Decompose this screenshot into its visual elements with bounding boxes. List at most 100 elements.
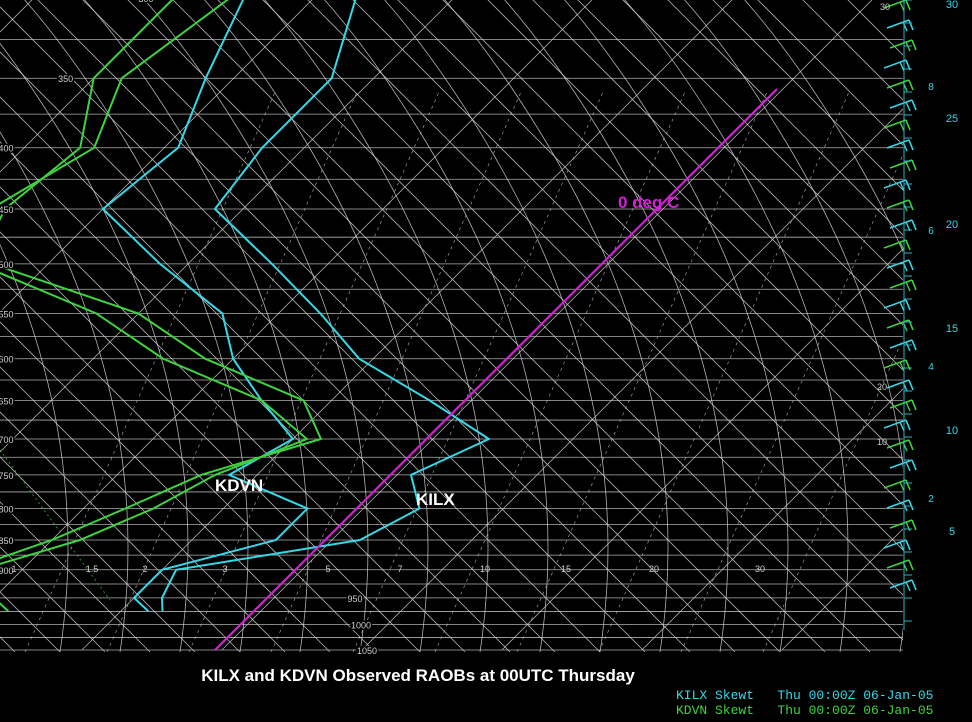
wind-barb-staff — [883, 239, 907, 249]
mixing-ratio-label: 20 — [649, 564, 659, 574]
dotted-guide-line — [0, 449, 111, 601]
legend-kdvn: KDVN Skewt Thu 00:00Z 06-Jan-05 — [676, 703, 934, 718]
wind-barb-flag — [911, 399, 917, 411]
wind-barb-flag — [905, 539, 911, 551]
wind-barb — [883, 539, 911, 552]
dry-adiabat-line — [802, 0, 903, 101]
wind-barbs-layer — [883, 0, 917, 592]
wind-barb-staff — [883, 59, 907, 69]
wind-barb-flag — [899, 481, 905, 492]
moist-adiabat-line — [0, 243, 69, 652]
wind-barb — [886, 79, 914, 92]
wind-barb-flag — [911, 99, 917, 111]
wind-barb-flag — [899, 61, 905, 72]
wind-barb-flag — [905, 401, 911, 412]
pressure-tick-label: 1000 — [351, 621, 371, 631]
wind-barb-staff — [889, 99, 913, 109]
wind-barb-flag — [905, 299, 911, 311]
isotherm-label: 10 — [877, 437, 887, 447]
dry-adiabat-line — [712, 0, 903, 191]
freezing-line — [214, 88, 778, 651]
wind-barb — [883, 59, 911, 72]
height-kft-label: 25 — [946, 113, 958, 125]
pressure-tick-label: 350 — [58, 74, 73, 84]
kdvn-trace-label: KDVN — [215, 476, 264, 495]
wind-barb-staff — [889, 39, 913, 49]
mixing-ratio-label: 30 — [755, 564, 765, 574]
mixing-ratio-line — [762, 337, 903, 652]
dry-adiabat-line — [262, 0, 903, 641]
dry-adiabat-line — [0, 6, 646, 652]
isotherm-line — [361, 108, 903, 651]
moist-adiabat-line — [444, 0, 669, 652]
height-kft-label: 15 — [946, 323, 958, 335]
wind-barb-flag — [899, 181, 905, 192]
wind-barb-staff — [883, 539, 907, 549]
mixing-ratio-label: 15 — [561, 564, 571, 574]
moist-adiabat-line — [0, 131, 129, 652]
dry-adiabat-line — [532, 0, 903, 371]
wind-barb-flag — [905, 101, 911, 112]
wind-barb — [886, 19, 914, 32]
moist-adiabat-line — [144, 0, 369, 652]
axis-labels-layer: 300 350 400 450 500 550 600 650 700 750 800 850 900 9… — [0, 0, 958, 658]
wind-barb-flag — [911, 159, 917, 171]
mixing-ratio-label: 1 — [11, 564, 16, 574]
wind-barb-flag — [908, 499, 914, 511]
wind-barb-flag — [908, 79, 914, 91]
dry-adiabat-line — [0, 501, 151, 652]
wind-barb-flag — [899, 541, 905, 552]
wind-barb — [883, 179, 911, 192]
wind-barb-staff — [883, 479, 907, 489]
pressure-tick-label: 850 — [0, 536, 14, 546]
pressure-tick-label: 800 — [0, 504, 14, 514]
moist-adiabat-line — [504, 0, 729, 652]
wind-barb — [889, 579, 917, 592]
isotherm-line — [0, 0, 313, 313]
height-kft-label: 20 — [946, 219, 958, 231]
sounding-traces — [0, 0, 491, 613]
wind-barb — [883, 359, 911, 372]
wind-barb — [889, 399, 917, 412]
mixing-ratio-line — [352, 91, 604, 652]
wind-barb — [883, 299, 911, 312]
wind-barb — [883, 479, 911, 492]
pressure-tick-label: 550 — [0, 309, 14, 319]
wind-barb-flag — [911, 219, 917, 231]
mixing-ratio-label: 3 — [222, 564, 227, 574]
kilx-trace-label: KILX — [416, 490, 455, 509]
dry-adiabat-line — [307, 0, 903, 596]
dry-adiabat-line — [0, 141, 511, 652]
isotherm-line — [221, 0, 873, 651]
height-kft-label: 5 — [949, 526, 955, 538]
moist-adiabat-line — [0, 42, 189, 652]
dry-adiabat-line — [757, 0, 903, 146]
wind-barb-staff — [889, 459, 913, 469]
wind-barb-staff — [889, 579, 913, 589]
wind-barb-flag — [908, 19, 914, 31]
isotherm-line — [0, 0, 173, 173]
mixing-ratio-line — [270, 91, 522, 652]
wind-barb-flag — [905, 161, 911, 172]
pressure-tick-label: 300 — [138, 0, 153, 4]
grid-layer — [0, 0, 903, 652]
isotherm-line — [641, 388, 903, 651]
wind-barb-flag — [899, 301, 905, 312]
wind-barb-staff — [889, 219, 913, 229]
height-kft-label: 30 — [946, 0, 958, 11]
moist-adiabat-line — [84, 0, 309, 652]
wind-barb-flag — [899, 1, 905, 12]
wind-barb-staff — [889, 339, 913, 349]
kdvn-dewpoint-trace — [0, 0, 323, 560]
height-km-label: 2 — [928, 494, 934, 505]
wind-barb-staff — [886, 19, 910, 29]
legend-kilx: KILX Skewt Thu 00:00Z 06-Jan-05 — [676, 688, 934, 703]
pressure-tick-label: 600 — [0, 355, 14, 365]
wind-barb-staff — [886, 319, 910, 329]
isotherm-label: 20 — [877, 382, 887, 392]
freezing-line-layer — [214, 88, 778, 651]
chart-title: KILX and KDVN Observed RAOBs at 00UTC Th… — [201, 666, 635, 685]
wind-barb-flag — [908, 199, 914, 211]
wind-barb-staff — [886, 79, 910, 89]
